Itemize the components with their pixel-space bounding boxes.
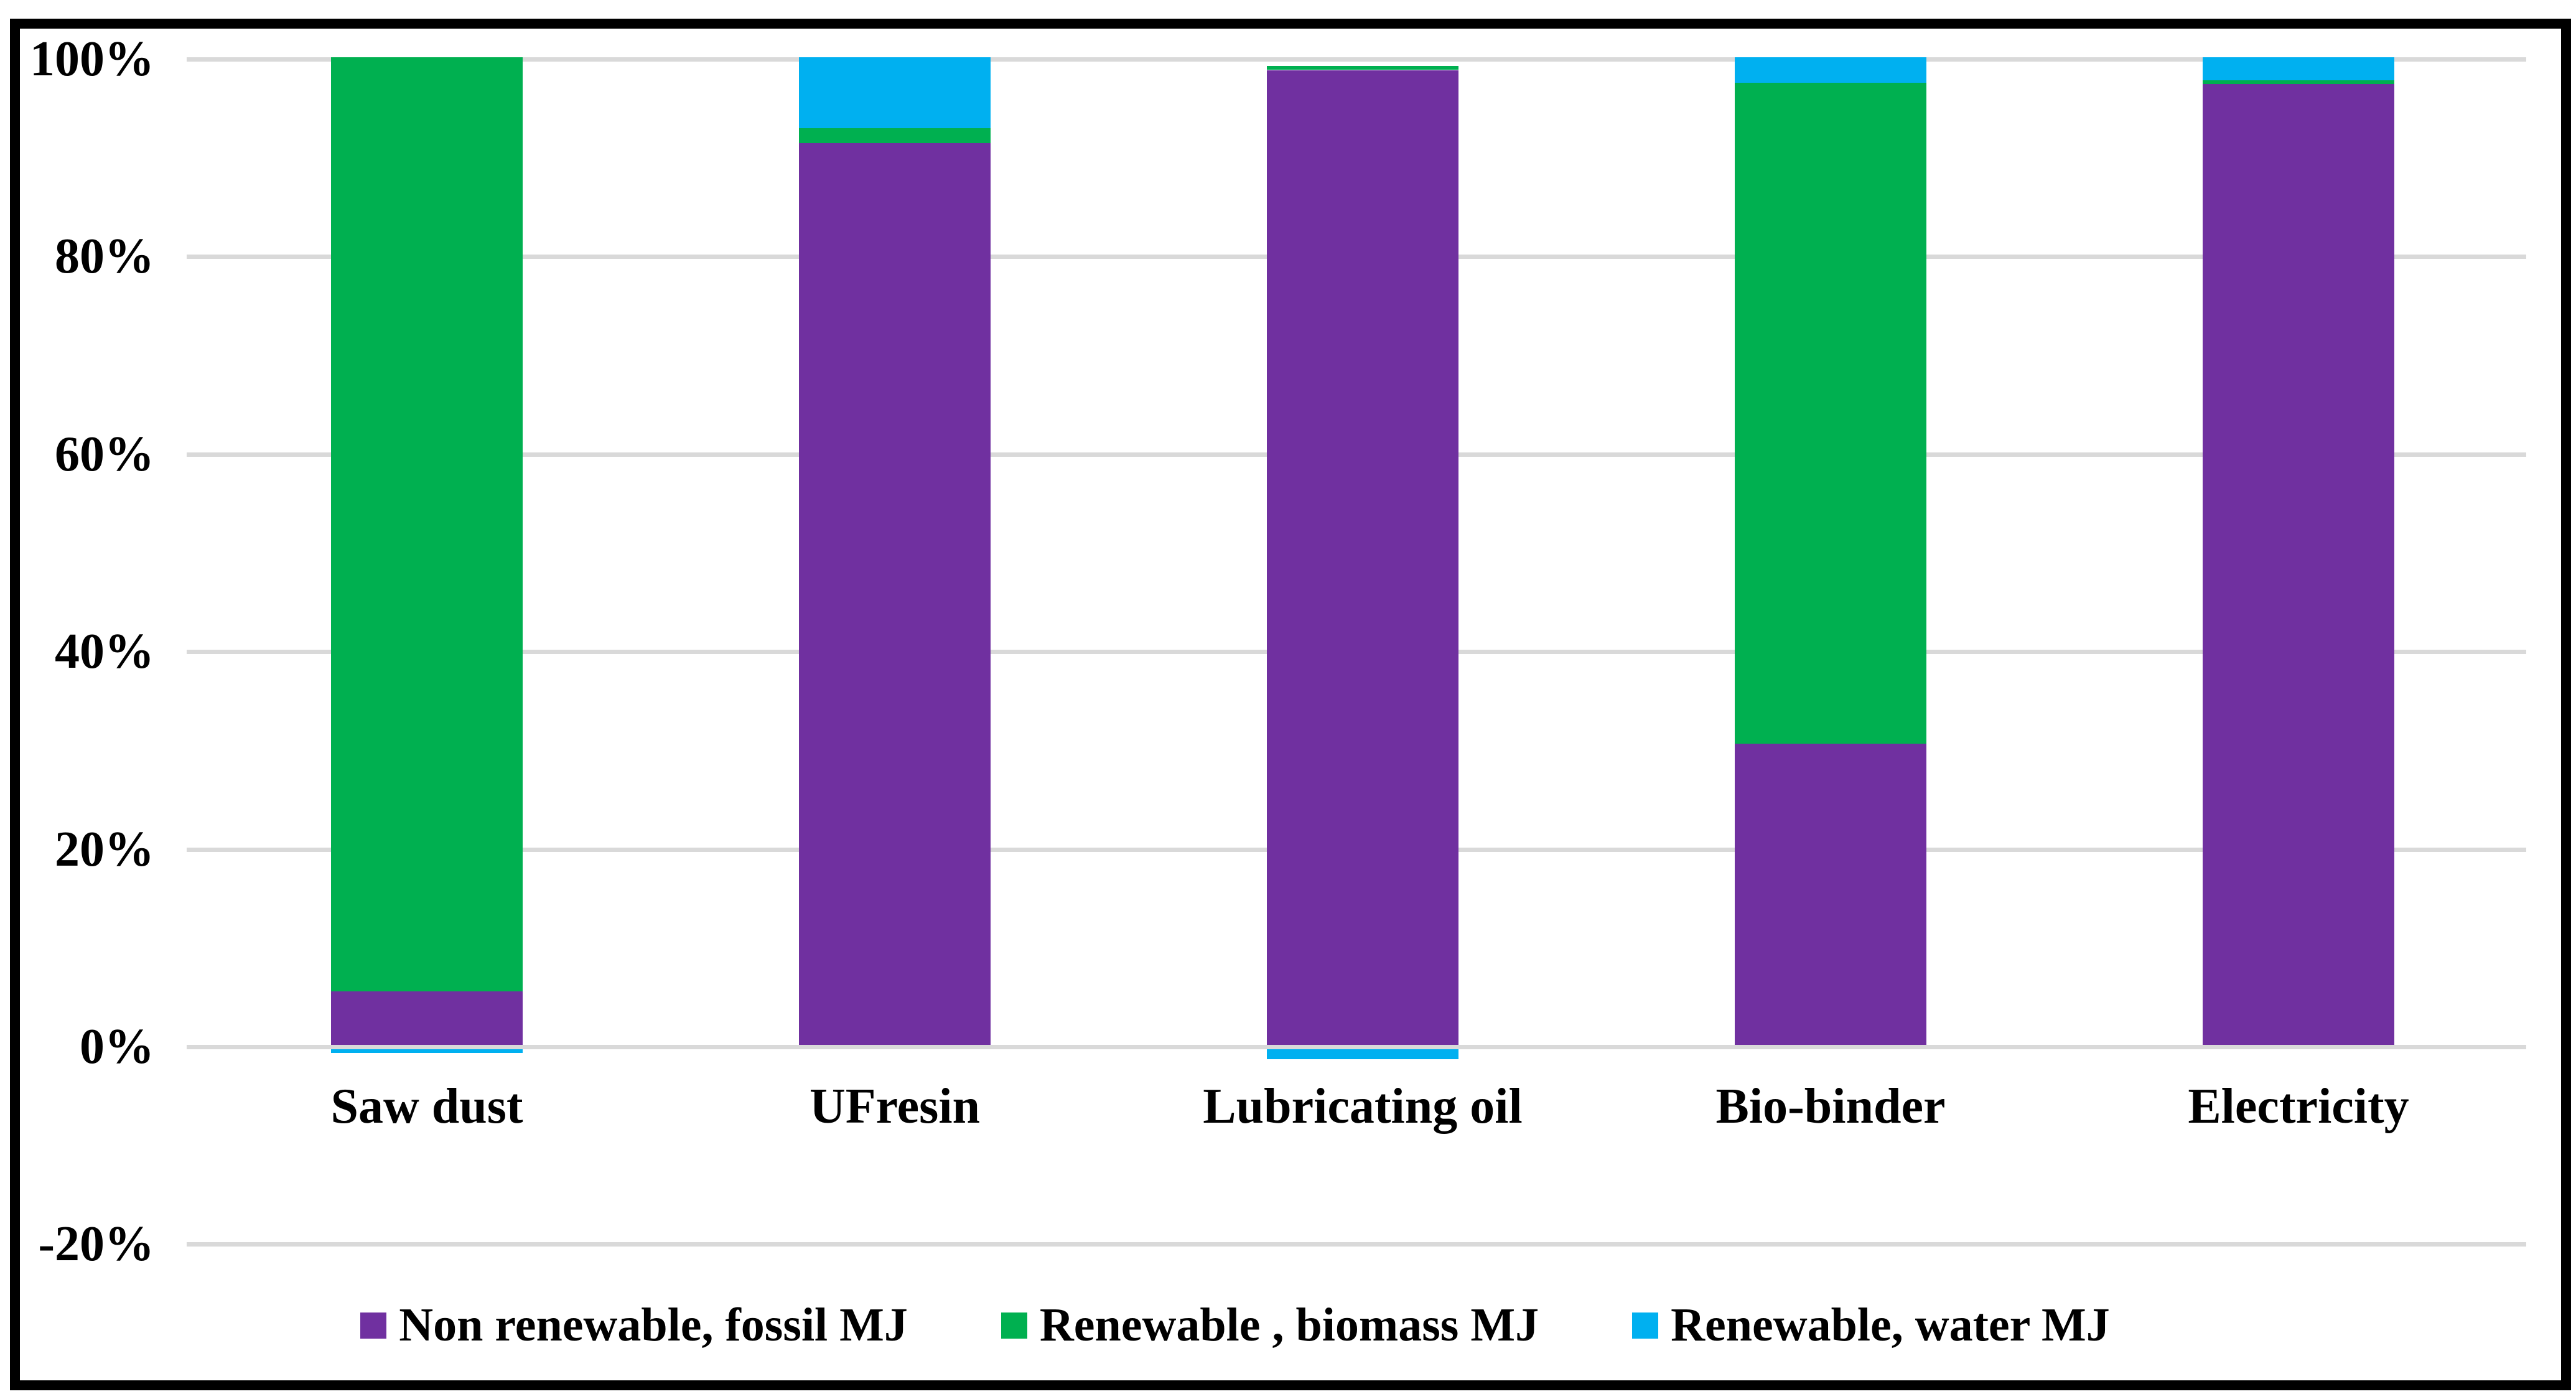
- y-tick-label: 40%: [55, 624, 154, 679]
- bar-segment: [1735, 744, 1926, 1045]
- bar-segment: [1267, 1049, 1458, 1059]
- y-tick-label: 20%: [55, 822, 154, 877]
- y-tick-label: -20%: [38, 1217, 154, 1271]
- bar-segment: [799, 128, 991, 143]
- bar-segment: [1735, 57, 1926, 83]
- legend-swatch-icon: [1632, 1312, 1659, 1339]
- y-tick-label: 80%: [55, 229, 154, 284]
- legend-swatch-icon: [360, 1312, 387, 1339]
- x-category-label: Lubricating oil: [1203, 1079, 1523, 1134]
- x-category-label: Electricity: [2188, 1079, 2409, 1134]
- legend-label: Renewable , biomass MJ: [1039, 1299, 1539, 1351]
- legend-item: Non renewable, fossil MJ: [360, 1298, 908, 1352]
- bar-segment: [2203, 84, 2394, 1045]
- bar-segment: [1267, 70, 1458, 1045]
- legend-label: Renewable, water MJ: [1671, 1299, 2110, 1351]
- x-category-label: Saw dust: [330, 1079, 523, 1134]
- legend-item: Renewable, water MJ: [1632, 1298, 2110, 1352]
- bar-segment: [799, 143, 991, 1045]
- y-gridline: [187, 1242, 2526, 1247]
- y-gridline: [187, 57, 2526, 62]
- bar-segment: [2203, 80, 2394, 84]
- bar-segment: [331, 991, 523, 1045]
- y-tick-label: 100%: [30, 32, 154, 87]
- bar-segment: [1267, 66, 1458, 70]
- legend-label: Non renewable, fossil MJ: [399, 1299, 908, 1351]
- bar-segment: [799, 57, 991, 128]
- y-gridline: [187, 1045, 2526, 1049]
- x-category-label: UFresin: [809, 1079, 981, 1134]
- y-tick-label: 0%: [80, 1019, 154, 1074]
- y-tick-label: 60%: [55, 427, 154, 482]
- x-category-label: Bio-binder: [1715, 1079, 1946, 1134]
- bar-segment: [331, 1049, 523, 1053]
- legend-swatch-icon: [1001, 1312, 1027, 1339]
- bar-segment: [2203, 57, 2394, 80]
- bar-segment: [1735, 83, 1926, 744]
- chart-legend: Non renewable, fossil MJ Renewable , biom…: [0, 1289, 2523, 1361]
- bar-segment: [331, 57, 523, 991]
- legend-item: Renewable , biomass MJ: [1001, 1298, 1539, 1352]
